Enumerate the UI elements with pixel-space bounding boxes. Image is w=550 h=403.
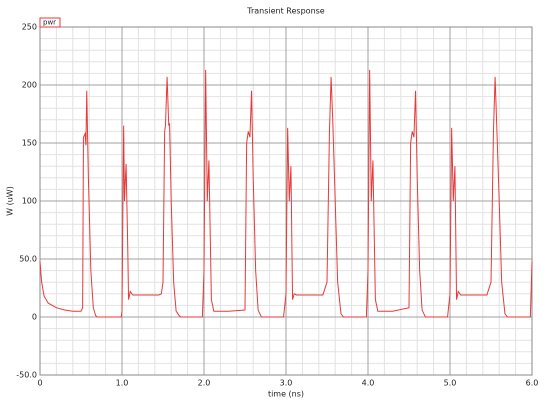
legend-entry: pwr	[39, 17, 61, 28]
y-tick-label: 250	[22, 23, 37, 32]
y-tick-label: -50.0	[16, 371, 37, 380]
y-tick-label: 50.0	[19, 255, 37, 264]
x-tick-label: 4.0	[362, 379, 375, 388]
x-tick-label: 3.0	[280, 379, 293, 388]
chart-title: Transient Response	[246, 7, 325, 16]
series-line	[39, 69, 533, 318]
x-axis-label: time (ns)	[268, 390, 304, 399]
y-tick-label: 150	[22, 139, 37, 148]
y-tick-label: 0	[32, 313, 37, 322]
x-tick-label: 2.0	[198, 379, 211, 388]
x-tick-label: 1.0	[116, 379, 129, 388]
y-tick-label: 200	[22, 81, 37, 90]
x-tick-label: 6.0	[526, 379, 539, 388]
y-axis-label: W (uW)	[6, 186, 15, 216]
x-tick-label: 5.0	[444, 379, 457, 388]
legend-label: pwr	[43, 19, 56, 27]
legend-box	[39, 17, 61, 28]
plot-frame	[39, 26, 533, 376]
x-tick-label: 0	[37, 379, 42, 388]
y-tick-label: 100	[22, 197, 37, 206]
